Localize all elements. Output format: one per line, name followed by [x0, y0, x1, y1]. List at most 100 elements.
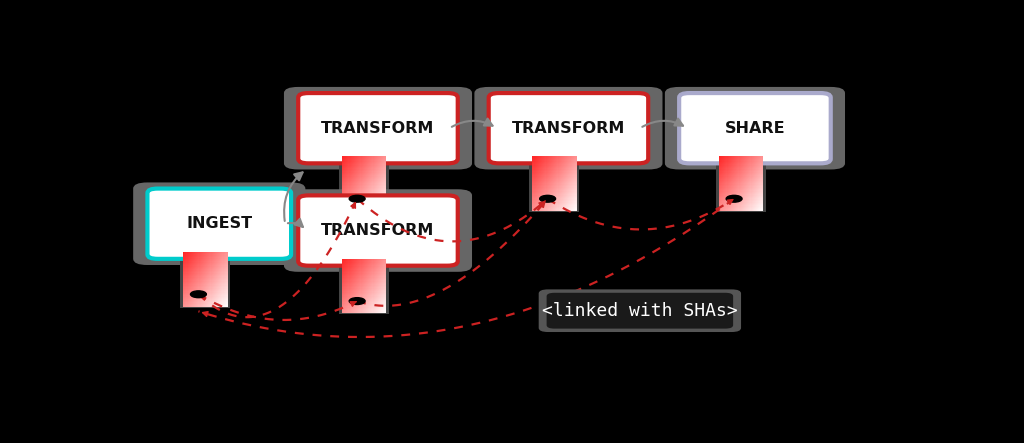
Bar	[380, 275, 382, 276]
Bar	[368, 178, 370, 180]
Bar	[343, 263, 345, 264]
Bar	[751, 190, 753, 192]
Bar	[201, 297, 203, 299]
Bar	[185, 260, 187, 261]
Bar	[532, 194, 535, 196]
Bar	[741, 192, 743, 193]
Bar	[719, 205, 721, 207]
Bar	[193, 287, 195, 289]
Bar	[538, 194, 540, 196]
Bar	[380, 303, 382, 305]
Bar	[185, 290, 187, 291]
Bar	[383, 309, 385, 311]
Bar	[224, 284, 226, 286]
Bar	[725, 202, 727, 204]
Bar	[219, 265, 221, 267]
Bar	[572, 189, 574, 190]
Bar	[357, 294, 359, 295]
Bar	[378, 294, 380, 295]
Bar	[376, 208, 378, 210]
Bar	[538, 174, 540, 175]
Bar	[567, 193, 569, 195]
Bar	[373, 175, 375, 177]
Bar	[561, 182, 562, 184]
Bar	[560, 201, 561, 203]
Bar	[753, 168, 755, 170]
Bar	[359, 279, 361, 281]
Bar	[554, 185, 556, 187]
Bar	[375, 156, 377, 158]
Bar	[204, 268, 206, 270]
Bar	[748, 173, 750, 174]
Bar	[556, 158, 558, 159]
Bar	[353, 210, 354, 211]
Bar	[370, 268, 371, 270]
Bar	[220, 293, 222, 294]
Bar	[362, 198, 365, 200]
Bar	[189, 254, 191, 256]
Bar	[728, 170, 729, 171]
Bar	[353, 264, 354, 266]
Bar	[207, 301, 209, 303]
Bar	[566, 204, 568, 206]
Bar	[366, 297, 368, 299]
Bar	[565, 185, 567, 187]
Bar	[186, 293, 188, 294]
Bar	[725, 201, 727, 203]
Bar	[376, 305, 378, 307]
Bar	[345, 173, 347, 174]
Bar	[547, 171, 549, 173]
Bar	[358, 294, 360, 295]
Bar	[342, 283, 344, 285]
Bar	[354, 178, 355, 180]
Bar	[205, 256, 207, 257]
Bar	[370, 192, 371, 193]
Bar	[379, 307, 381, 309]
Bar	[186, 298, 188, 300]
Bar	[743, 162, 745, 163]
Bar	[745, 198, 746, 200]
Bar	[349, 185, 351, 187]
Bar	[740, 182, 742, 184]
Bar	[371, 283, 372, 285]
Bar	[349, 261, 351, 263]
Bar	[537, 205, 539, 207]
Bar	[371, 259, 372, 260]
Bar	[343, 268, 345, 270]
Bar	[544, 186, 545, 188]
Bar	[573, 185, 575, 187]
Bar	[190, 305, 193, 307]
Bar	[379, 293, 381, 294]
Bar	[376, 283, 378, 285]
Bar	[189, 263, 191, 264]
Bar	[350, 170, 352, 171]
Bar	[745, 185, 746, 187]
Bar	[562, 206, 563, 208]
Bar	[373, 293, 375, 294]
Bar	[729, 179, 730, 181]
Bar	[196, 303, 197, 305]
Bar	[556, 196, 558, 198]
Bar	[541, 192, 543, 193]
Bar	[367, 200, 369, 202]
Bar	[221, 299, 223, 301]
Bar	[371, 185, 372, 187]
Bar	[355, 305, 356, 307]
Bar	[213, 291, 214, 293]
Bar	[342, 185, 344, 187]
Bar	[349, 309, 351, 311]
Bar	[539, 179, 541, 181]
Bar	[760, 163, 762, 165]
Bar	[379, 162, 381, 163]
Bar	[381, 263, 383, 264]
Bar	[216, 279, 218, 281]
Bar	[203, 298, 205, 300]
Bar	[539, 185, 541, 187]
Bar	[732, 160, 734, 162]
Bar	[736, 179, 738, 181]
Bar	[542, 168, 544, 170]
Bar	[560, 183, 561, 185]
Bar	[187, 269, 189, 271]
Bar	[202, 276, 204, 278]
Bar	[345, 305, 347, 307]
